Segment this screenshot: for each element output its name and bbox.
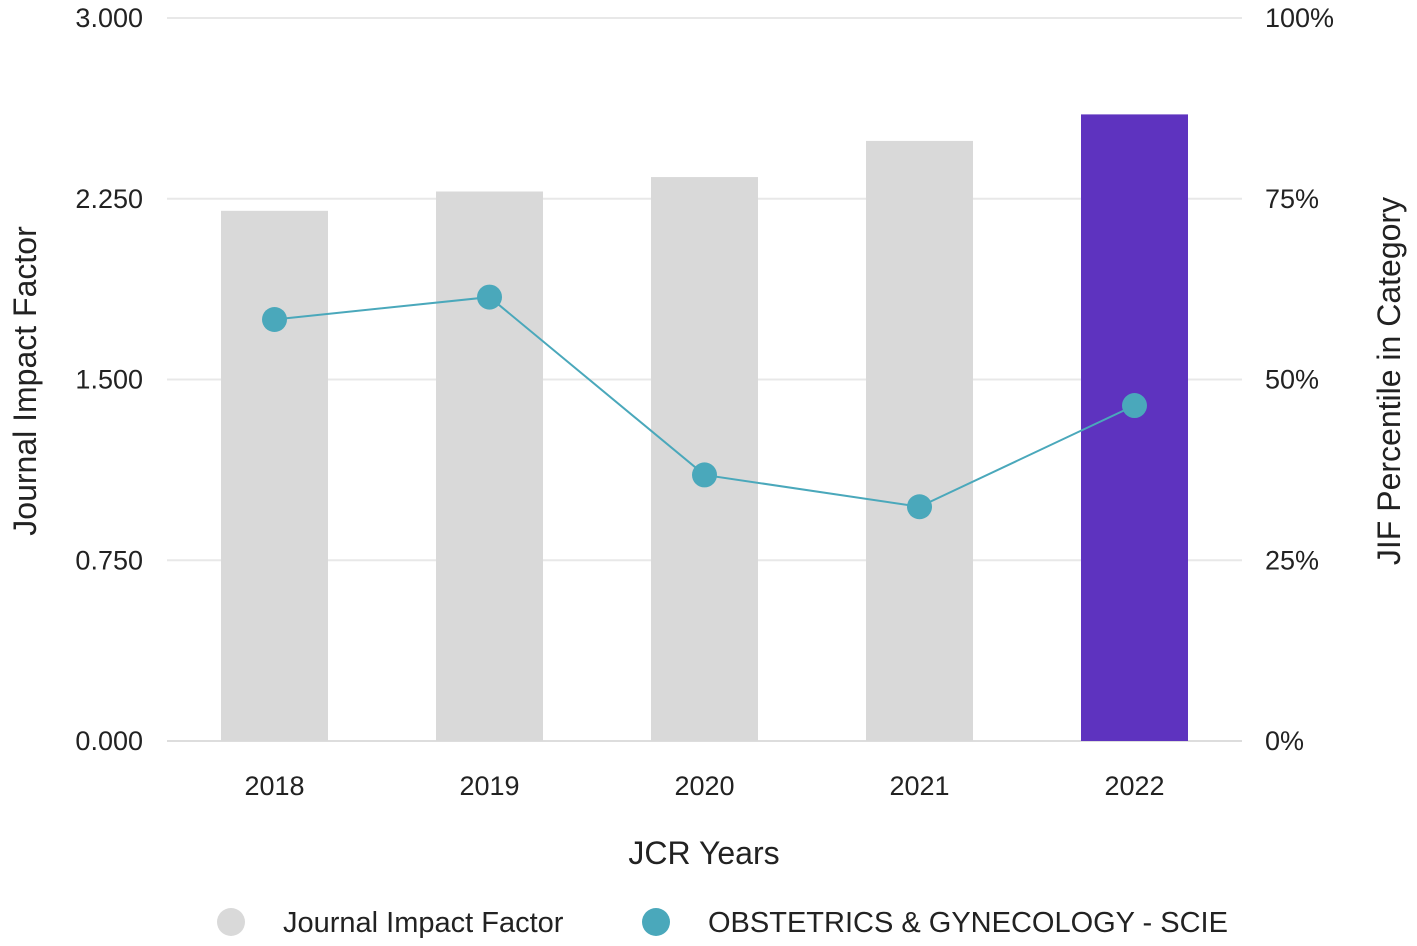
y-left-tick-label: 1.500 xyxy=(75,365,143,395)
bar-2022[interactable] xyxy=(1081,114,1188,741)
percentile-point-2019[interactable] xyxy=(477,284,502,310)
y-right-tick-label: 25% xyxy=(1265,545,1319,575)
legend-label-percentile: OBSTETRICS & GYNECOLOGY - SCIE xyxy=(708,907,1228,939)
x-axis-title: JCR Years xyxy=(628,835,779,871)
x-tick-label: 2021 xyxy=(889,771,949,801)
percentile-point-2021[interactable] xyxy=(907,494,932,520)
x-tick-label: 2018 xyxy=(244,771,304,801)
x-tick-label: 2020 xyxy=(674,771,734,801)
legend: Journal Impact Factor OBSTETRICS & GYNEC… xyxy=(217,907,1228,939)
percentile-point-2022[interactable] xyxy=(1122,393,1147,419)
legend-bar-swatch-icon xyxy=(217,908,245,936)
y-right-axis-title: JIF Percentile in Category xyxy=(1371,197,1407,565)
percentile-point-2020[interactable] xyxy=(692,462,717,488)
y-right-tick-label: 75% xyxy=(1265,184,1319,214)
legend-item-jif[interactable]: Journal Impact Factor xyxy=(217,907,564,939)
y-left-tick-label: 0.750 xyxy=(75,545,143,575)
left-axis-ticks: 0.000 0.750 1.500 2.250 3.000 xyxy=(75,3,143,756)
percentile-point-2018[interactable] xyxy=(262,306,287,332)
y-right-tick-label: 50% xyxy=(1265,365,1319,395)
bar-2020[interactable] xyxy=(651,177,758,741)
y-left-tick-label: 3.000 xyxy=(75,3,143,33)
x-tick-label: 2022 xyxy=(1104,771,1164,801)
y-left-axis-title: Journal Impact Factor xyxy=(7,226,43,536)
y-left-tick-label: 2.250 xyxy=(75,184,143,214)
right-axis-ticks: 0% 25% 50% 75% 100% xyxy=(1265,3,1334,756)
legend-item-percentile[interactable]: OBSTETRICS & GYNECOLOGY - SCIE xyxy=(642,907,1228,939)
bar-2021[interactable] xyxy=(866,140,973,741)
y-right-tick-label: 100% xyxy=(1265,3,1334,33)
percentile-line-series xyxy=(262,284,1147,520)
bar-2019[interactable] xyxy=(436,191,543,741)
bar-2018[interactable] xyxy=(221,210,328,742)
legend-label-jif: Journal Impact Factor xyxy=(283,907,564,939)
legend-line-swatch-icon xyxy=(642,908,670,936)
x-tick-label: 2019 xyxy=(459,771,519,801)
y-left-tick-label: 0.000 xyxy=(75,726,143,756)
bars xyxy=(221,114,1188,742)
x-axis-ticks: 2018 2019 2020 2021 2022 xyxy=(244,771,1164,801)
y-right-tick-label: 0% xyxy=(1265,726,1304,756)
